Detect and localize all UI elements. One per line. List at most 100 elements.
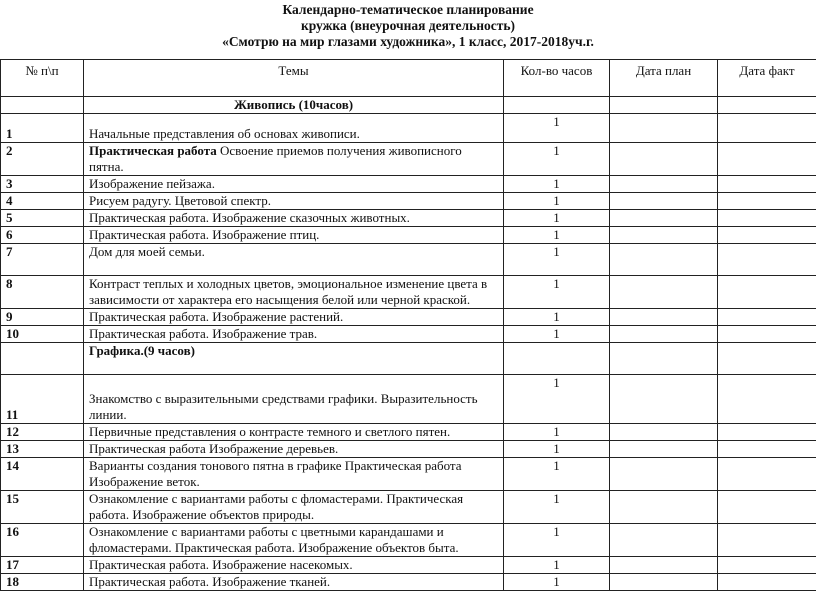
hours-cell — [504, 343, 610, 375]
row-number: 10 — [1, 326, 84, 343]
date-fact-cell — [718, 114, 816, 143]
topic-cell: Ознакомление с вариантами работы с цветн… — [84, 524, 504, 557]
date-fact-cell — [718, 375, 816, 424]
topic-text: Практическая работа. Изображение тканей. — [89, 574, 330, 589]
header-date-fact: Дата факт — [718, 60, 816, 97]
date-plan-cell — [610, 193, 718, 210]
date-fact-cell — [718, 441, 816, 458]
hours-cell: 1 — [504, 309, 610, 326]
hours-cell: 1 — [504, 244, 610, 276]
topic-text: Практическая работа. Изображение растени… — [89, 309, 343, 324]
topic-cell: Практическая работа Освоение приемов пол… — [84, 143, 504, 176]
date-plan-cell — [610, 491, 718, 524]
section-row: Живопись (10часов) — [1, 97, 816, 114]
hours-cell: 1 — [504, 143, 610, 176]
row-number: 6 — [1, 227, 84, 244]
date-plan-cell — [610, 227, 718, 244]
topic-cell: Варианты создания тонового пятна в графи… — [84, 458, 504, 491]
date-fact-cell — [718, 424, 816, 441]
topic-text: Дом для моей семьи. — [89, 244, 205, 259]
hours-cell: 1 — [504, 524, 610, 557]
date-plan-cell — [610, 524, 718, 557]
topic-cell: Ознакомление с вариантами работы с флома… — [84, 491, 504, 524]
topic-text: Начальные представления об основах живоп… — [89, 126, 360, 141]
date-plan-cell — [610, 574, 718, 591]
table-row: 18 Практическая работа. Изображение ткане… — [1, 574, 816, 591]
topic-text: Знакомство с выразительными средствами г… — [89, 391, 478, 422]
topic-cell: Практическая работа. Изображение тканей. — [84, 574, 504, 591]
row-number: 9 — [1, 309, 84, 326]
date-plan-cell — [610, 424, 718, 441]
date-plan-cell — [610, 97, 718, 114]
hours-cell — [504, 97, 610, 114]
row-number: 2 — [1, 143, 84, 176]
topic-cell: Практическая работа. Изображение насеком… — [84, 557, 504, 574]
date-fact-cell — [718, 491, 816, 524]
row-number: 15 — [1, 491, 84, 524]
header-date-plan: Дата план — [610, 60, 718, 97]
topic-cell: Рисуем радугу. Цветовой спектр. — [84, 193, 504, 210]
date-plan-cell — [610, 458, 718, 491]
header-num: № п\п — [1, 60, 84, 97]
date-fact-cell — [718, 193, 816, 210]
topic-text: Ознакомление с вариантами работы с флома… — [89, 491, 463, 522]
topic-cell: Практическая работа Изображение деревьев… — [84, 441, 504, 458]
header-row: № п\п Темы Кол-во часов Дата план Дата ф… — [1, 60, 816, 97]
row-number: 11 — [1, 375, 84, 424]
topic-text: Практическая работа. Изображение птиц. — [89, 227, 319, 242]
topic-text: Практическая работа. Изображение трав. — [89, 326, 317, 341]
row-number: 1 — [1, 114, 84, 143]
topic-text: Ознакомление с вариантами работы с цветн… — [89, 524, 459, 555]
date-fact-cell — [718, 276, 816, 309]
topic-cell: Знакомство с выразительными средствами г… — [84, 375, 504, 424]
date-fact-cell — [718, 210, 816, 227]
row-number: 18 — [1, 574, 84, 591]
row-number: 12 — [1, 424, 84, 441]
date-plan-cell — [610, 441, 718, 458]
hours-cell: 1 — [504, 574, 610, 591]
topic-cell: Изображение пейзажа. — [84, 176, 504, 193]
topic-text: Практическая работа Изображение деревьев… — [89, 441, 338, 456]
row-number: 5 — [1, 210, 84, 227]
row-number: 3 — [1, 176, 84, 193]
table-row: 6 Практическая работа. Изображение птиц. 1 — [1, 227, 816, 244]
hours-cell: 1 — [504, 227, 610, 244]
document-title: Календарно-тематическое планирование кру… — [0, 2, 816, 50]
date-fact-cell — [718, 176, 816, 193]
hours-cell: 1 — [504, 557, 610, 574]
topic-text: Практическая работа. Изображение насеком… — [89, 557, 353, 572]
date-plan-cell — [610, 114, 718, 143]
num-cell — [1, 343, 84, 375]
hours-cell: 1 — [504, 375, 610, 424]
date-plan-cell — [610, 143, 718, 176]
plan-table: № п\п Темы Кол-во часов Дата план Дата ф… — [0, 59, 816, 591]
topic-cell: Практическая работа. Изображение птиц. — [84, 227, 504, 244]
row-number: 17 — [1, 557, 84, 574]
date-plan-cell — [610, 309, 718, 326]
hours-cell: 1 — [504, 176, 610, 193]
date-plan-cell — [610, 343, 718, 375]
topic-cell: Практическая работа. Изображение сказочн… — [84, 210, 504, 227]
date-fact-cell — [718, 574, 816, 591]
topic-cell: Практическая работа. Изображение трав. — [84, 326, 504, 343]
table-row: 10 Практическая работа. Изображение трав.… — [1, 326, 816, 343]
num-cell — [1, 97, 84, 114]
topic-text: Рисуем радугу. Цветовой спектр. — [89, 193, 271, 208]
date-plan-cell — [610, 326, 718, 343]
row-number: 4 — [1, 193, 84, 210]
topic-text: Практическая работа. Изображение сказочн… — [89, 210, 410, 225]
date-fact-cell — [718, 97, 816, 114]
section-row: Графика.(9 часов) — [1, 343, 816, 375]
date-fact-cell — [718, 343, 816, 375]
date-plan-cell — [610, 375, 718, 424]
hours-cell: 1 — [504, 458, 610, 491]
